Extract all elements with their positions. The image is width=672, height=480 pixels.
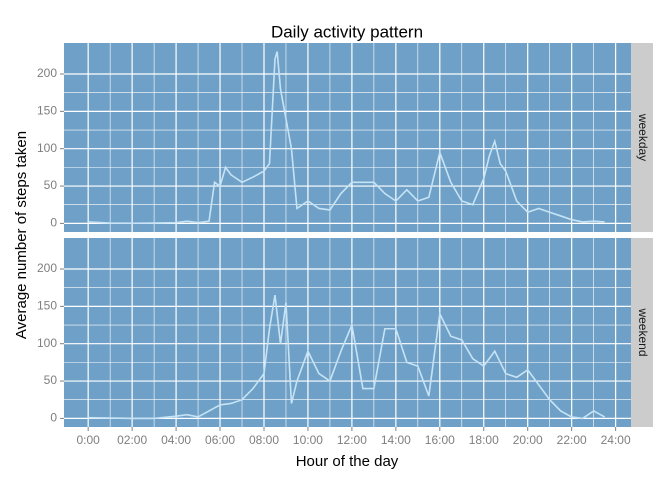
y-tick-label: 150: [37, 104, 57, 118]
chart-title: Daily activity pattern: [271, 22, 423, 41]
x-axis-label: Hour of the day: [296, 453, 399, 470]
y-tick-label: 200: [37, 66, 57, 80]
y-tick-label: 150: [37, 299, 57, 313]
y-tick-label: 0: [50, 411, 57, 425]
strip-label: weekday: [636, 113, 650, 161]
line: [88, 295, 606, 420]
strip-label: weekend: [636, 307, 650, 356]
line: [88, 51, 605, 225]
y-tick-label: 0: [50, 216, 57, 230]
x-tick-label: 10:00: [293, 433, 323, 447]
strip: [631, 43, 653, 232]
x-tick-label: 18:00: [469, 433, 499, 447]
x-tick-label: 22:00: [557, 433, 587, 447]
panel-background: [64, 238, 631, 427]
y-tick-label: 50: [44, 178, 58, 192]
x-tick-label: 12:00: [337, 433, 367, 447]
x-tick-label: 0:00: [76, 433, 100, 447]
x-tick-label: 14:00: [381, 433, 411, 447]
panel-background: [64, 43, 631, 232]
x-tick-label: 24:00: [601, 433, 631, 447]
x-tick-label: 04:00: [161, 433, 191, 447]
x-tick-label: 20:00: [513, 433, 543, 447]
y-axis-label: Average number of steps taken: [13, 131, 30, 339]
x-tick-label: 02:00: [117, 433, 147, 447]
y-tick-label: 100: [37, 141, 57, 155]
y-tick-label: 100: [37, 336, 57, 350]
strip: [631, 238, 653, 427]
x-tick-label: 16:00: [425, 433, 455, 447]
y-tick-label: 50: [44, 373, 58, 387]
x-tick-label: 06:00: [205, 433, 235, 447]
y-tick-label: 200: [37, 261, 57, 275]
x-tick-label: 08:00: [249, 433, 279, 447]
